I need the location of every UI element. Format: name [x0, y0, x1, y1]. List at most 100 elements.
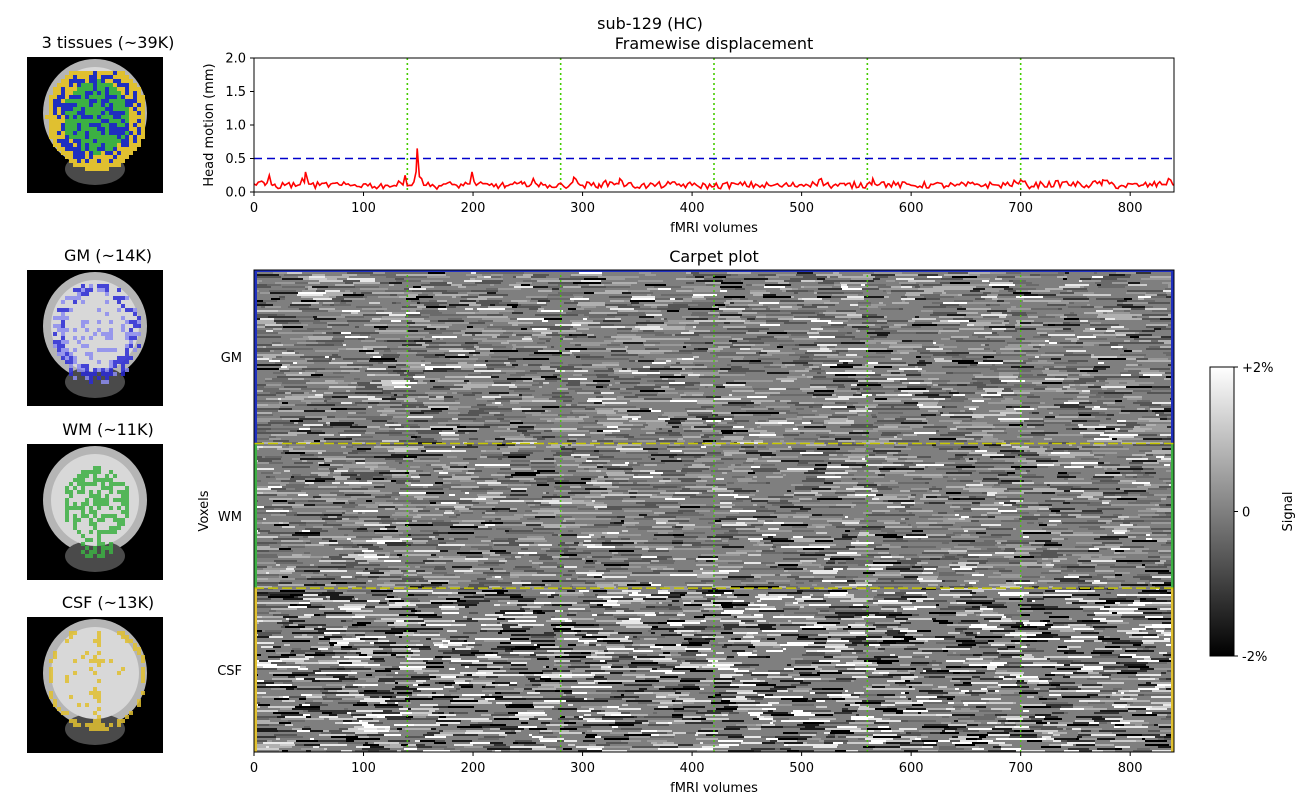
fd-axes-frame — [253, 57, 1175, 193]
carpet-signal-segment — [676, 362, 680, 364]
carpet-signal-segment — [733, 344, 755, 346]
carpet-signal-segment — [313, 322, 327, 324]
carpet-signal-segment — [292, 302, 319, 304]
carpet-signal-segment — [379, 402, 397, 404]
carpet-signal-segment — [1062, 382, 1086, 384]
carpet-signal-segment — [560, 446, 565, 448]
carpet-signal-segment — [615, 278, 625, 280]
carpet-signal-segment — [1029, 412, 1032, 414]
segmentation-voxel — [93, 687, 97, 691]
carpet-signal-segment — [1159, 478, 1167, 480]
carpet-signal-segment — [537, 470, 555, 472]
segmentation-voxel — [117, 139, 121, 143]
carpet-signal-segment — [879, 498, 889, 500]
carpet-signal-segment — [1058, 272, 1065, 274]
carpet-signal-segment — [795, 370, 809, 372]
carpet-signal-segment — [989, 284, 1015, 286]
carpet-signal-segment — [1100, 318, 1105, 320]
carpet-signal-segment — [887, 452, 898, 454]
carpet-signal-segment — [1083, 342, 1087, 344]
carpet-signal-segment — [719, 372, 746, 374]
segmentation-voxel — [121, 95, 125, 99]
segmentation-voxel — [85, 546, 89, 550]
segmentation-voxel — [129, 111, 133, 115]
carpet-signal-segment — [273, 272, 287, 274]
carpet-signal-segment — [1166, 292, 1174, 294]
carpet-signal-segment — [1005, 460, 1018, 462]
carpet-signal-segment — [619, 482, 633, 484]
carpet-signal-segment — [254, 270, 267, 272]
carpet-signal-segment — [834, 390, 843, 392]
carpet-signal-segment — [766, 476, 783, 478]
carpet-signal-segment — [478, 296, 503, 298]
carpet-signal-segment — [662, 414, 688, 416]
carpet-signal-segment — [318, 456, 346, 458]
carpet-signal-segment — [1124, 310, 1130, 312]
carpet-signal-segment — [375, 432, 402, 434]
segmentation-voxel — [81, 550, 85, 554]
carpet-signal-segment — [835, 402, 846, 404]
carpet-signal-segment — [900, 372, 921, 374]
carpet-signal-segment — [552, 430, 572, 432]
carpet-signal-segment — [288, 432, 307, 434]
carpet-signal-segment — [913, 270, 928, 272]
carpet-signal-segment — [602, 362, 619, 364]
carpet-signal-segment — [334, 304, 351, 306]
carpet-signal-segment — [347, 478, 356, 480]
carpet-signal-segment — [1043, 296, 1060, 298]
segmentation-voxel — [109, 87, 113, 91]
carpet-signal-segment — [489, 392, 509, 394]
carpet-signal-segment — [740, 316, 756, 318]
carpet-signal-segment — [926, 348, 943, 350]
carpet-signal-segment — [749, 434, 776, 436]
carpet-signal-segment — [480, 348, 493, 350]
carpet-signal-segment — [632, 372, 642, 374]
carpet-signal-segment — [712, 306, 718, 308]
carpet-signal-segment — [638, 360, 654, 362]
segmentation-voxel — [73, 300, 77, 304]
carpet-signal-segment — [701, 436, 709, 438]
carpet-signal-segment — [444, 352, 469, 354]
carpet-signal-segment — [548, 422, 554, 424]
segmentation-voxel — [105, 123, 109, 127]
carpet-signal-segment — [873, 450, 896, 452]
carpet-signal-segment — [864, 470, 869, 472]
carpet-signal-segment — [281, 480, 296, 482]
carpet-signal-segment — [673, 494, 696, 496]
carpet-signal-segment — [1119, 272, 1136, 274]
carpet-signal-segment — [791, 312, 815, 314]
segmentation-voxel — [133, 135, 137, 139]
segmentation-voxel — [97, 651, 101, 655]
carpet-signal-segment — [894, 446, 906, 448]
carpet-signal-segment — [340, 458, 365, 460]
segmentation-voxel — [49, 135, 53, 139]
carpet-signal-segment — [262, 442, 283, 444]
carpet-signal-segment — [675, 438, 678, 440]
carpet-signal-segment — [887, 370, 904, 372]
carpet-signal-segment — [1105, 318, 1115, 320]
segmentation-voxel — [105, 143, 109, 147]
carpet-signal-segment — [318, 452, 322, 454]
carpet-signal-segment — [933, 312, 957, 314]
carpet-signal-segment — [397, 372, 404, 374]
carpet-signal-segment — [998, 294, 1024, 296]
carpet-signal-segment — [690, 366, 707, 368]
segmentation-voxel — [89, 667, 93, 671]
segmentation-voxel — [77, 478, 81, 482]
carpet-signal-segment — [356, 306, 364, 308]
carpet-signal-segment — [1104, 332, 1111, 334]
carpet-signal-segment — [809, 336, 835, 338]
carpet-signal-segment — [478, 496, 506, 498]
carpet-signal-segment — [354, 368, 359, 370]
carpet-signal-segment — [359, 350, 374, 352]
carpet-signal-segment — [540, 472, 559, 474]
carpet-signal-segment — [670, 298, 675, 300]
segmentation-voxel — [113, 296, 117, 300]
segmentation-voxel — [53, 703, 57, 707]
carpet-signal-segment — [571, 476, 598, 478]
carpet-signal-segment — [1126, 474, 1137, 476]
carpet-signal-segment — [605, 318, 621, 320]
carpet-signal-segment — [977, 388, 983, 390]
carpet-signal-segment — [1165, 288, 1172, 290]
carpet-signal-segment — [351, 332, 379, 334]
